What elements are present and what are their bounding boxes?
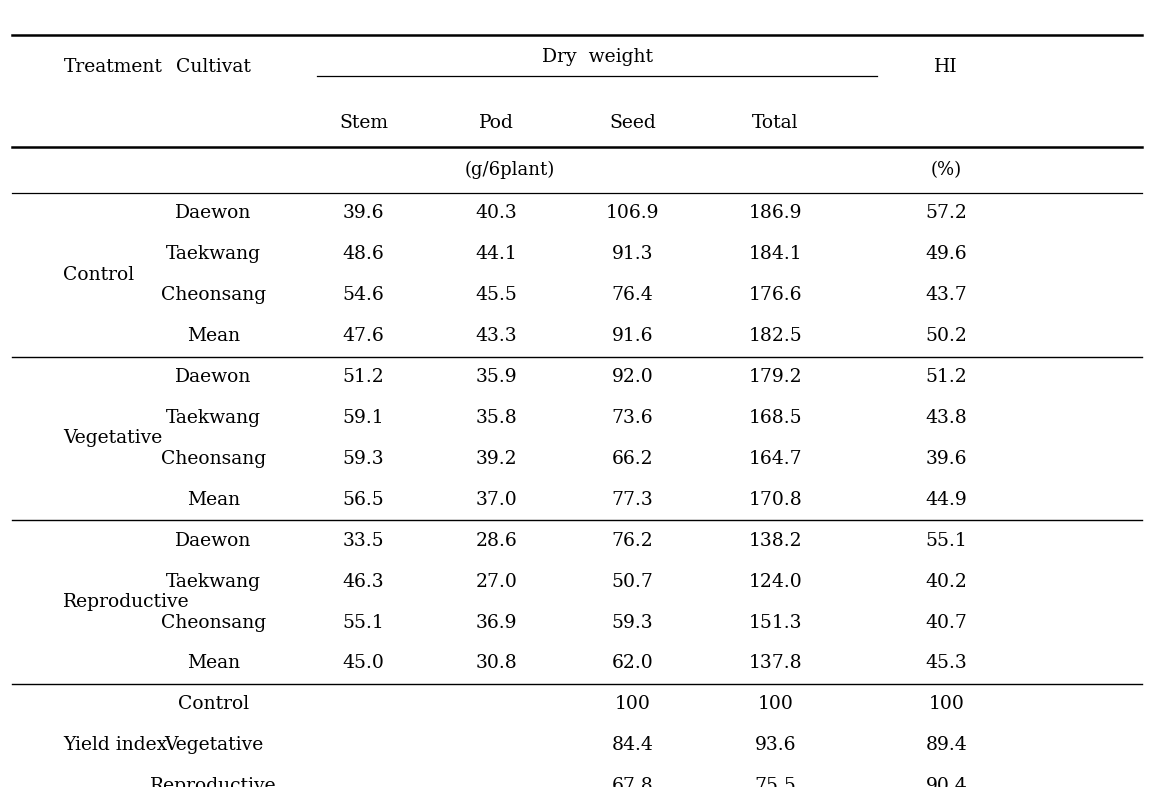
Text: (%): (%) xyxy=(931,161,961,179)
Text: 170.8: 170.8 xyxy=(749,491,802,508)
Text: Mean: Mean xyxy=(187,327,240,345)
Text: Mean: Mean xyxy=(187,491,240,508)
Text: Reproductive: Reproductive xyxy=(150,778,277,787)
Text: Reproductive: Reproductive xyxy=(63,593,190,611)
Text: Treatment: Treatment xyxy=(63,58,163,76)
Text: 49.6: 49.6 xyxy=(926,246,967,263)
Text: 47.6: 47.6 xyxy=(343,327,384,345)
Text: Control: Control xyxy=(63,266,135,283)
Text: Cheonsang: Cheonsang xyxy=(160,614,267,631)
Text: Taekwang: Taekwang xyxy=(166,409,261,427)
Text: 89.4: 89.4 xyxy=(926,737,967,754)
Text: 164.7: 164.7 xyxy=(749,450,802,467)
Text: 73.6: 73.6 xyxy=(612,409,653,427)
Text: 179.2: 179.2 xyxy=(749,368,802,386)
Text: 106.9: 106.9 xyxy=(606,205,659,222)
Text: 40.2: 40.2 xyxy=(926,573,967,590)
Text: Taekwang: Taekwang xyxy=(166,246,261,263)
Text: 57.2: 57.2 xyxy=(926,205,967,222)
Text: Control: Control xyxy=(178,696,249,713)
Text: 138.2: 138.2 xyxy=(749,532,802,549)
Text: 176.6: 176.6 xyxy=(749,286,802,304)
Text: 44.9: 44.9 xyxy=(926,491,967,508)
Text: 77.3: 77.3 xyxy=(612,491,653,508)
Text: 35.9: 35.9 xyxy=(475,368,517,386)
Text: 124.0: 124.0 xyxy=(749,573,802,590)
Text: 186.9: 186.9 xyxy=(749,205,802,222)
Text: 100: 100 xyxy=(614,696,651,713)
Text: Pod: Pod xyxy=(479,114,514,131)
Text: 92.0: 92.0 xyxy=(612,368,653,386)
Text: 76.4: 76.4 xyxy=(612,286,653,304)
Text: 27.0: 27.0 xyxy=(475,573,517,590)
Text: 55.1: 55.1 xyxy=(926,532,967,549)
Text: 62.0: 62.0 xyxy=(612,655,653,672)
Text: 48.6: 48.6 xyxy=(343,246,384,263)
Text: 184.1: 184.1 xyxy=(749,246,802,263)
Text: Cheonsang: Cheonsang xyxy=(160,286,267,304)
Text: 39.6: 39.6 xyxy=(343,205,384,222)
Text: Total: Total xyxy=(752,114,799,131)
Text: Yield index: Yield index xyxy=(63,737,167,754)
Text: Daewon: Daewon xyxy=(175,205,252,222)
Text: 46.3: 46.3 xyxy=(343,573,384,590)
Text: Vegetative: Vegetative xyxy=(63,430,163,447)
Text: Cheonsang: Cheonsang xyxy=(160,450,267,467)
Text: 59.1: 59.1 xyxy=(343,409,384,427)
Text: 39.6: 39.6 xyxy=(926,450,967,467)
Text: 37.0: 37.0 xyxy=(475,491,517,508)
Text: Taekwang: Taekwang xyxy=(166,573,261,590)
Text: Dry  weight: Dry weight xyxy=(541,49,653,66)
Text: 36.9: 36.9 xyxy=(475,614,517,631)
Text: 50.7: 50.7 xyxy=(612,573,653,590)
Text: 40.7: 40.7 xyxy=(926,614,967,631)
Text: 44.1: 44.1 xyxy=(475,246,517,263)
Text: 137.8: 137.8 xyxy=(749,655,802,672)
Text: 56.5: 56.5 xyxy=(343,491,384,508)
Text: Daewon: Daewon xyxy=(175,532,252,549)
Text: 91.3: 91.3 xyxy=(612,246,653,263)
Text: 75.5: 75.5 xyxy=(755,778,796,787)
Text: 66.2: 66.2 xyxy=(612,450,653,467)
Text: 45.5: 45.5 xyxy=(475,286,517,304)
Text: 43.3: 43.3 xyxy=(475,327,517,345)
Text: Vegetative: Vegetative xyxy=(164,737,263,754)
Text: HI: HI xyxy=(935,58,958,76)
Text: 59.3: 59.3 xyxy=(612,614,653,631)
Text: Seed: Seed xyxy=(609,114,655,131)
Text: 43.8: 43.8 xyxy=(926,409,967,427)
Text: 43.7: 43.7 xyxy=(926,286,967,304)
Text: 55.1: 55.1 xyxy=(343,614,384,631)
Text: 39.2: 39.2 xyxy=(475,450,517,467)
Text: Daewon: Daewon xyxy=(175,368,252,386)
Text: 50.2: 50.2 xyxy=(926,327,967,345)
Text: 91.6: 91.6 xyxy=(612,327,653,345)
Text: Mean: Mean xyxy=(187,655,240,672)
Text: 84.4: 84.4 xyxy=(612,737,653,754)
Text: Cultivat: Cultivat xyxy=(177,58,250,76)
Text: 45.3: 45.3 xyxy=(926,655,967,672)
Text: 59.3: 59.3 xyxy=(343,450,384,467)
Text: 30.8: 30.8 xyxy=(475,655,517,672)
Text: 45.0: 45.0 xyxy=(343,655,384,672)
Text: 51.2: 51.2 xyxy=(343,368,384,386)
Text: 35.8: 35.8 xyxy=(475,409,517,427)
Text: 93.6: 93.6 xyxy=(755,737,796,754)
Text: 151.3: 151.3 xyxy=(749,614,802,631)
Text: 40.3: 40.3 xyxy=(475,205,517,222)
Text: 54.6: 54.6 xyxy=(343,286,384,304)
Text: 76.2: 76.2 xyxy=(612,532,653,549)
Text: 67.8: 67.8 xyxy=(612,778,653,787)
Text: 168.5: 168.5 xyxy=(749,409,802,427)
Text: 28.6: 28.6 xyxy=(475,532,517,549)
Text: 100: 100 xyxy=(928,696,965,713)
Text: 33.5: 33.5 xyxy=(343,532,384,549)
Text: 51.2: 51.2 xyxy=(926,368,967,386)
Text: 100: 100 xyxy=(757,696,794,713)
Text: 90.4: 90.4 xyxy=(926,778,967,787)
Text: (g/6plant): (g/6plant) xyxy=(464,161,555,179)
Text: Stem: Stem xyxy=(339,114,388,131)
Text: 182.5: 182.5 xyxy=(749,327,802,345)
